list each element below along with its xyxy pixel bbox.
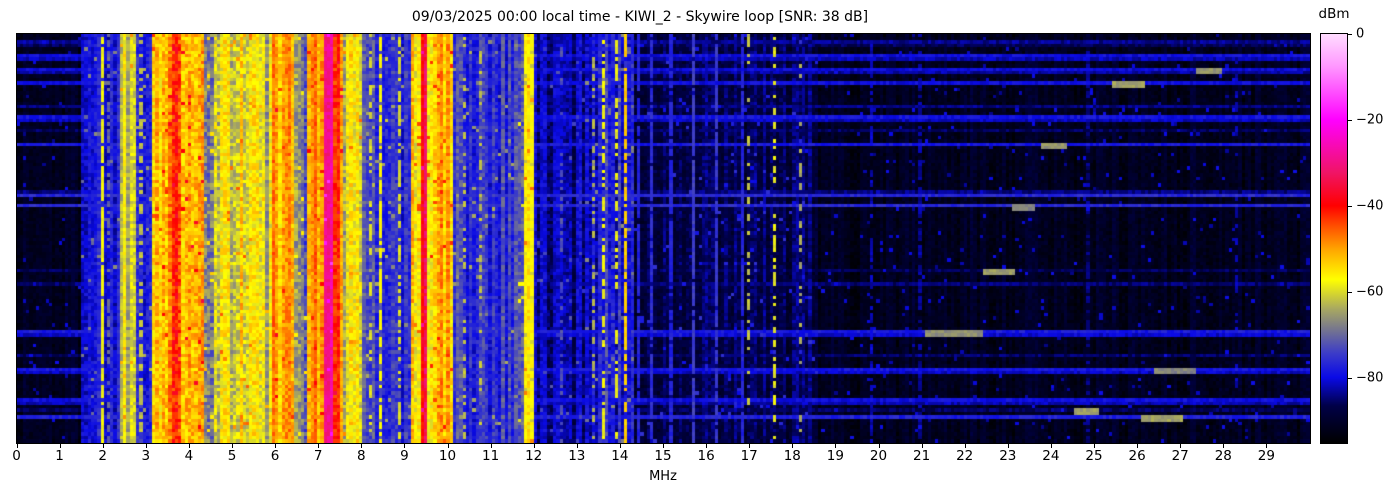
x-tick-label: 24 <box>1042 448 1060 464</box>
x-tick-mark <box>490 444 492 448</box>
x-tick-label: 19 <box>826 448 844 464</box>
x-tick-label: 11 <box>482 448 500 464</box>
x-tick-mark <box>145 444 147 448</box>
x-tick-mark <box>1180 444 1182 448</box>
x-tick-mark <box>361 444 363 448</box>
colorbar-tick-label: −60 <box>1356 284 1384 300</box>
x-tick-mark <box>964 444 966 448</box>
x-tick-mark <box>275 444 277 448</box>
x-tick-mark <box>59 444 61 448</box>
x-tick-label: 3 <box>141 448 151 464</box>
x-tick-mark <box>1137 444 1139 448</box>
x-tick-label: 9 <box>400 448 409 464</box>
x-tick-label: 21 <box>913 448 931 464</box>
x-tick-label: 27 <box>1171 448 1189 464</box>
x-tick-label: 22 <box>956 448 974 464</box>
x-tick-mark <box>232 444 233 448</box>
x-tick-mark <box>1007 444 1009 448</box>
colorbar-tick-mark <box>1347 378 1352 380</box>
x-tick-label: 29 <box>1257 448 1275 464</box>
colorbar-tick-label: −40 <box>1356 198 1384 214</box>
x-tick-label: 14 <box>611 448 629 464</box>
colorbar-tick-label: 0 <box>1356 26 1365 42</box>
x-tick-mark <box>533 444 535 448</box>
x-tick-label: 2 <box>98 448 107 464</box>
colorbar-tick-mark <box>1347 206 1352 208</box>
x-tick-mark <box>16 444 18 448</box>
colorbar-tick-mark <box>1347 34 1352 35</box>
x-tick-label: 0 <box>12 448 21 464</box>
x-tick-mark <box>921 444 923 448</box>
x-tick-mark <box>404 444 406 448</box>
x-tick-label: 1 <box>55 448 64 464</box>
colorbar-tick-mark <box>1347 292 1352 294</box>
x-tick-label: 17 <box>740 448 758 464</box>
x-tick-mark <box>835 444 837 448</box>
x-tick-mark <box>576 444 578 448</box>
x-tick-mark <box>1266 444 1268 448</box>
x-tick-mark <box>102 444 104 448</box>
colorbar <box>1320 33 1348 444</box>
x-tick-label: 20 <box>869 448 888 464</box>
x-tick-mark <box>792 444 794 448</box>
x-tick-label: 26 <box>1128 448 1146 464</box>
x-tick-mark <box>878 444 880 448</box>
x-tick-mark <box>749 444 751 448</box>
waterfall-heatmap-canvas <box>17 34 1310 443</box>
x-tick-mark <box>1223 444 1225 448</box>
x-tick-label: 5 <box>227 448 237 464</box>
x-tick-mark <box>447 444 449 448</box>
waterfall-plot-area <box>16 33 1311 444</box>
x-tick-label: 13 <box>568 448 586 464</box>
x-tick-mark <box>619 444 621 448</box>
x-tick-mark <box>1094 444 1095 448</box>
x-tick-label: 18 <box>783 448 801 464</box>
x-tick-mark <box>318 444 320 448</box>
x-tick-label: 23 <box>999 448 1017 464</box>
x-tick-label: 25 <box>1085 448 1103 464</box>
x-tick-label: 6 <box>270 448 280 464</box>
x-tick-label: 15 <box>654 448 672 464</box>
x-tick-mark <box>663 444 664 448</box>
x-tick-label: 28 <box>1214 448 1232 464</box>
colorbar-label: dBm <box>1318 6 1350 22</box>
x-tick-mark <box>706 444 708 448</box>
x-tick-label: 7 <box>313 448 323 464</box>
x-tick-label: 4 <box>184 448 194 464</box>
x-tick-mark <box>1050 444 1052 448</box>
x-tick-label: 12 <box>525 448 543 464</box>
x-tick-label: 10 <box>438 448 457 464</box>
x-tick-mark <box>188 444 190 448</box>
colorbar-tick-label: −80 <box>1356 370 1384 386</box>
colorbar-tick-mark <box>1347 120 1352 122</box>
colorbar-tick-label: −20 <box>1356 112 1384 128</box>
chart-title: 09/03/2025 00:00 local time - KIWI_2 - S… <box>411 9 869 25</box>
x-axis-label: MHz <box>649 469 677 484</box>
x-tick-label: 16 <box>697 448 715 464</box>
x-tick-label: 8 <box>357 448 366 464</box>
